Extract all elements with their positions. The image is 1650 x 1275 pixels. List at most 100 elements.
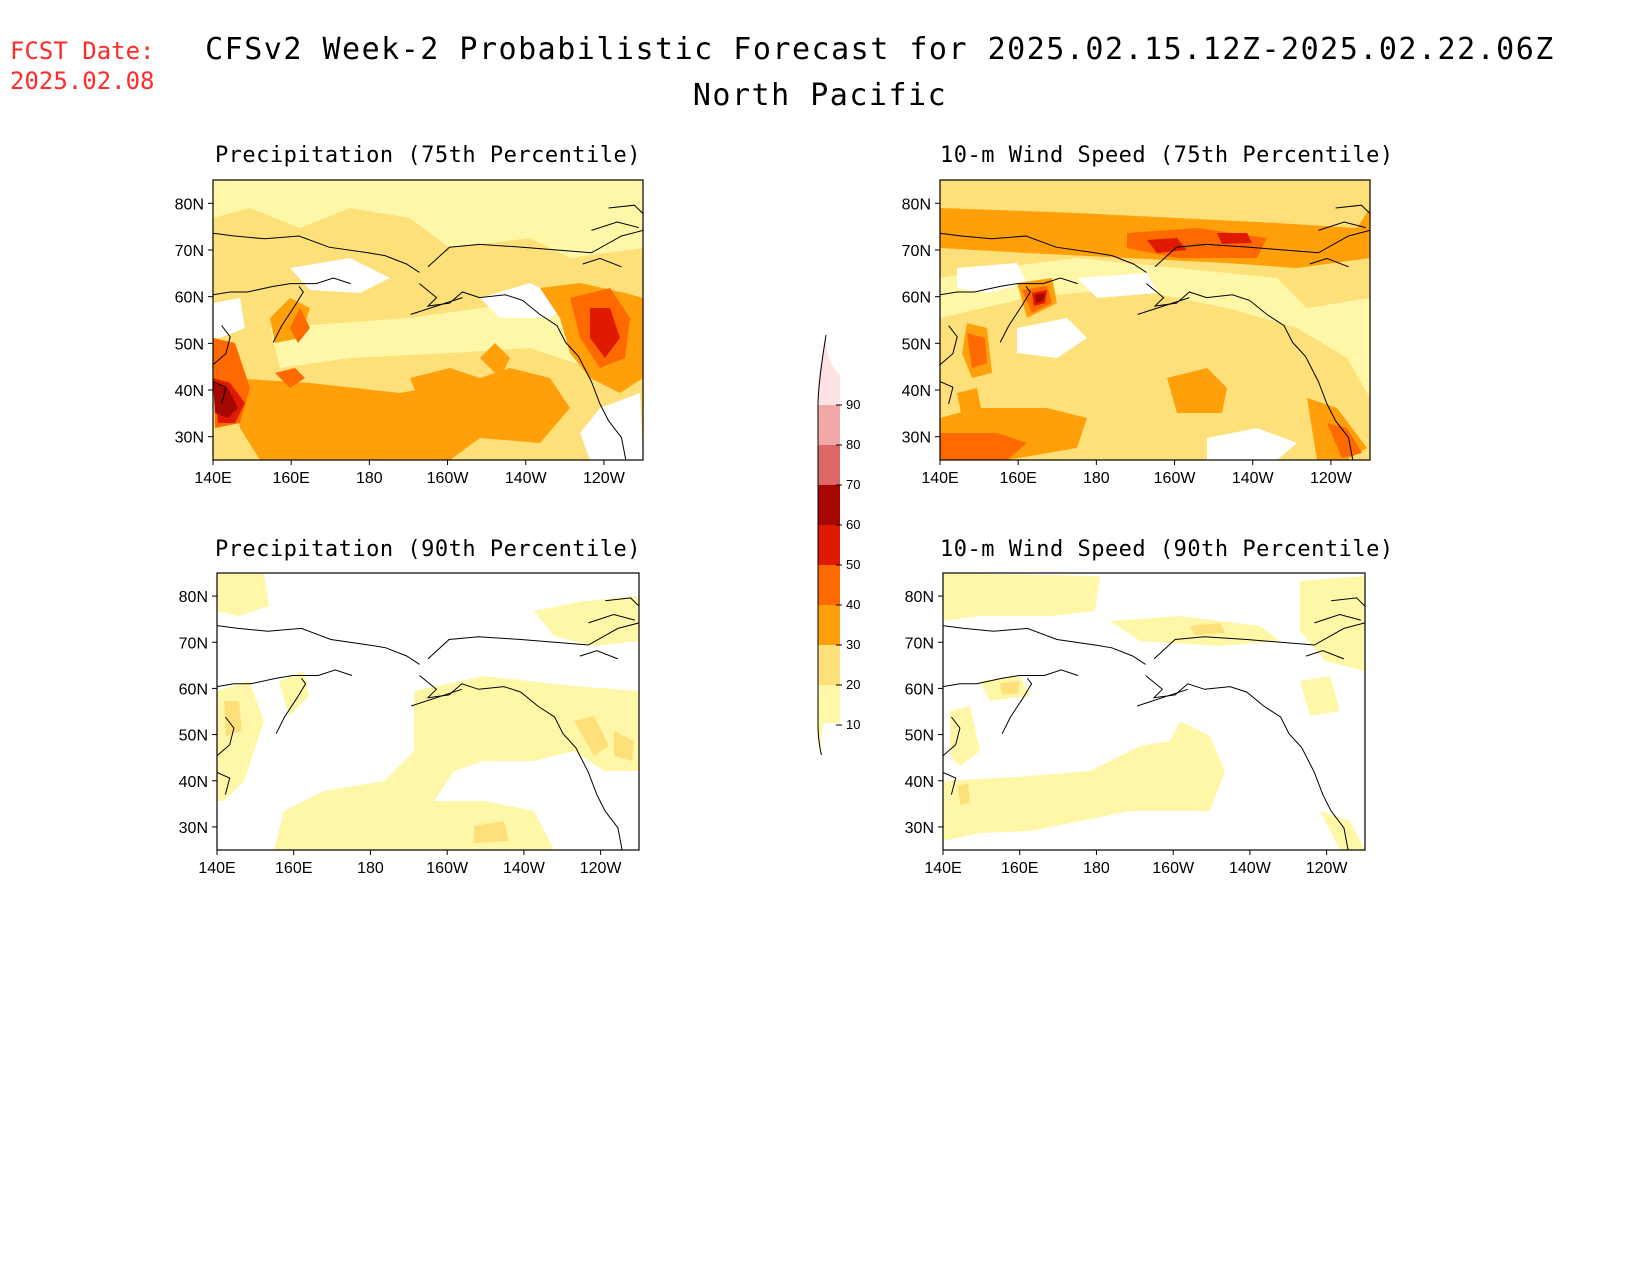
coastline-segment: [1314, 613, 1361, 624]
coastline-segment: [272, 286, 304, 343]
coastline-segment: [217, 625, 420, 665]
shading-precip75: [213, 180, 643, 460]
coastline-segment: [940, 277, 1078, 296]
coastline-segment: [1136, 688, 1188, 707]
map-panel-wind90: 80N 70N 60N 50N 40N 30N 140E 160E 180 160W 140W 12…: [905, 572, 1366, 877]
lat-label: 30N: [902, 430, 931, 447]
lat-label: 70N: [179, 635, 208, 652]
colorbar-label: 10: [846, 717, 860, 732]
lon-label: 180: [1083, 470, 1110, 487]
lon-label: 140W: [1229, 860, 1272, 877]
coastline-segment: [217, 716, 235, 757]
fcst-date-caption: FCST Date:: [10, 37, 155, 65]
lon-axis-wind75: 140E 160E 180 160W 140W 120W: [921, 460, 1353, 487]
lon-label: 160E: [272, 470, 309, 487]
lat-label: 50N: [902, 336, 931, 353]
coastline-segment: [213, 277, 351, 296]
page-title: CFSv2 Week-2 Probabilistic Forecast for …: [205, 32, 1555, 67]
lon-label: 160E: [275, 860, 312, 877]
colorbar-label: 80: [846, 437, 860, 452]
lon-label: 160W: [427, 470, 470, 487]
coastline-segment: [213, 325, 231, 366]
lon-label: 180: [356, 470, 383, 487]
coastline-segment: [1137, 297, 1190, 315]
lon-label: 180: [1083, 860, 1110, 877]
lat-axis-precip75: 80N 70N 60N 50N 40N 30N: [175, 196, 213, 447]
lon-label: 160E: [999, 470, 1036, 487]
colorbar-box: [818, 485, 840, 525]
lon-label: 160E: [1001, 860, 1038, 877]
lat-label: 30N: [179, 820, 208, 837]
lat-label: 70N: [175, 243, 204, 260]
lat-label: 50N: [179, 728, 208, 745]
colorbar-box: [818, 445, 840, 485]
colorbar-box: [818, 405, 840, 445]
lon-label: 140E: [921, 470, 958, 487]
shading-precip90: [217, 573, 639, 850]
lon-label: 120W: [580, 860, 623, 877]
panel-title-precip75: Precipitation (75th Percentile): [214, 143, 642, 168]
map-panel-precip90: 80N 70N 60N 50N 40N 30N 140E 160E 180 160W 140W 12…: [179, 572, 640, 877]
lat-label: 50N: [905, 728, 934, 745]
colorbar-labels: 10 20 30 40 50 60 70 80 90: [836, 397, 860, 732]
coastline-segment: [943, 716, 961, 757]
coastline-segment: [940, 325, 958, 366]
coastline-segment: [213, 381, 227, 405]
coastline-segment: [410, 688, 462, 707]
colorbar-box: [818, 525, 840, 565]
panel-title-precip90: Precipitation (90th Percentile): [214, 537, 642, 562]
lon-label: 140E: [194, 470, 231, 487]
colorbar-legend: 10 20 30 40 50 60 70 80 90: [816, 335, 860, 755]
lat-label: 80N: [175, 196, 204, 213]
lat-label: 60N: [175, 290, 204, 307]
lat-label: 70N: [905, 635, 934, 652]
shading-wind75: [940, 180, 1370, 460]
coastline-wind90: [943, 597, 1365, 850]
lon-label: 140E: [924, 860, 961, 877]
coastline-segment: [1001, 677, 1033, 734]
coastline-segment: [1153, 622, 1365, 660]
lat-label: 40N: [179, 774, 208, 791]
panel-title-wind90: 10-m Wind Speed (90th Percentile): [940, 537, 1394, 562]
coastline-segment: [1335, 204, 1370, 214]
lon-label: 180: [357, 860, 384, 877]
lon-label: 160W: [1152, 860, 1195, 877]
colorbar-boxes: [816, 335, 840, 755]
map-panel-precip75: 80N 70N 60N 50N 40N 30N 140E 160E 180 160W 140W 12…: [175, 179, 644, 487]
lat-label: 60N: [905, 681, 934, 698]
lat-label: 80N: [905, 589, 934, 606]
colorbar-label: 70: [846, 477, 860, 492]
lat-label: 30N: [175, 430, 204, 447]
coastline-segment: [1309, 257, 1349, 268]
lat-axis-wind90: 80N 70N 60N 50N 40N 30N: [905, 589, 943, 837]
colorbar-box: [816, 685, 840, 755]
colorbar-box: [818, 605, 840, 645]
coastline-segment: [213, 232, 420, 273]
coastline-segment: [588, 613, 635, 624]
coastline-segment: [943, 771, 957, 795]
lat-label: 30N: [905, 820, 934, 837]
lat-label: 60N: [902, 290, 931, 307]
lon-label: 140W: [503, 860, 546, 877]
lon-label: 140W: [505, 470, 548, 487]
coastline-segment: [943, 625, 1146, 665]
lat-label: 80N: [902, 196, 931, 213]
lon-label: 120W: [1306, 860, 1349, 877]
coastline-segment: [582, 257, 622, 268]
coastline-segment: [275, 677, 307, 734]
coastline-segment: [940, 381, 954, 405]
colorbar-outline: [817, 335, 827, 755]
lat-label: 40N: [175, 383, 204, 400]
coastline-segment: [427, 229, 643, 268]
lat-label: 50N: [175, 336, 204, 353]
coastline-segment: [217, 771, 231, 795]
colorbar-label: 20: [846, 677, 860, 692]
coastline-precip90: [217, 597, 639, 850]
colorbar-box: [818, 645, 840, 685]
coastline-segment: [605, 597, 639, 607]
lat-label: 40N: [902, 383, 931, 400]
coastline-segment: [943, 669, 1079, 688]
lon-axis-precip90: 140E 160E 180 160W 140W 120W: [198, 850, 622, 877]
colorbar-box: [818, 565, 840, 605]
coastline-segment: [591, 221, 639, 231]
